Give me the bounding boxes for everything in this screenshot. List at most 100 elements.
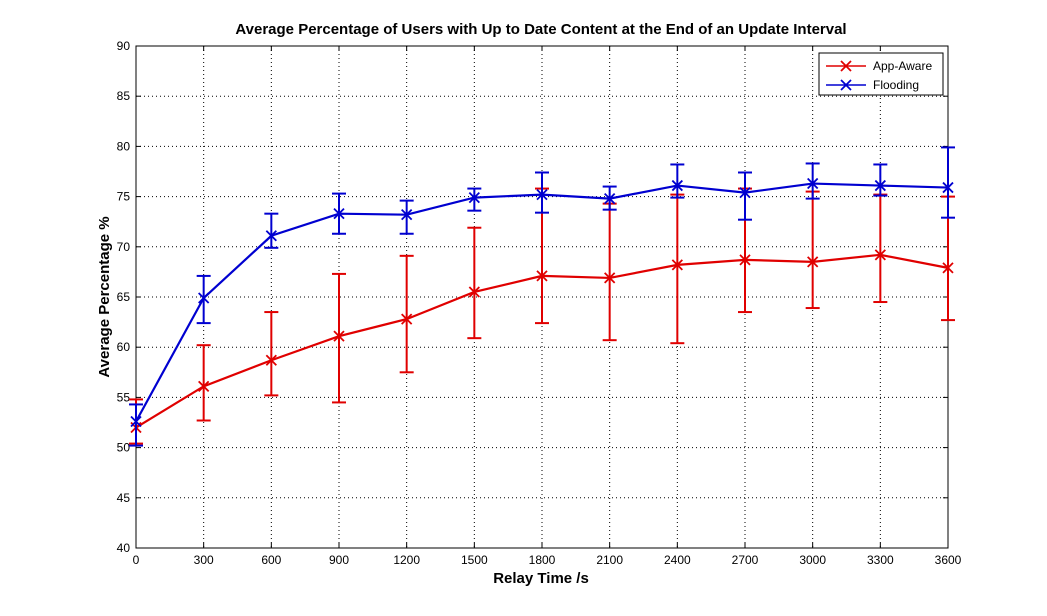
- data-point: [333, 330, 345, 342]
- x-tick-label: 900: [329, 553, 349, 567]
- marker-stroke: [198, 380, 210, 392]
- data-point: [604, 272, 616, 284]
- error-bar: [602, 202, 617, 342]
- data-point: [739, 254, 751, 266]
- series-flooding: [129, 146, 955, 447]
- marker-stroke: [468, 286, 480, 298]
- x-tick-label: 3000: [799, 553, 826, 567]
- marker-stroke: [942, 262, 954, 274]
- legend-entry: Flooding: [826, 78, 919, 92]
- marker-stroke: [333, 208, 345, 220]
- error-bar: [873, 193, 888, 304]
- series-group: [129, 146, 955, 447]
- data-point: [874, 249, 886, 261]
- y-tick-label: 50: [117, 441, 131, 455]
- marker-stroke: [265, 230, 277, 242]
- data-point: [807, 256, 819, 268]
- x-tick-label: 2100: [596, 553, 623, 567]
- marker-stroke: [265, 354, 277, 366]
- x-tick-label: 2400: [664, 553, 691, 567]
- x-tick-label: 300: [194, 553, 214, 567]
- error-bar: [264, 311, 279, 397]
- error-bar: [941, 146, 955, 219]
- x-axis-label: Relay Time /s: [493, 570, 589, 587]
- data-point: [265, 354, 277, 366]
- x-tick-label: 1800: [529, 553, 556, 567]
- error-bar: [196, 344, 211, 422]
- marker-stroke: [604, 272, 616, 284]
- data-point: [130, 415, 142, 428]
- data-point: [874, 179, 886, 192]
- y-tick-label: 80: [117, 139, 131, 153]
- error-bar: [670, 163, 685, 199]
- marker-stroke: [807, 256, 819, 268]
- marker-stroke: [874, 179, 886, 192]
- error-bar: [873, 163, 888, 197]
- marker-stroke: [671, 179, 683, 192]
- y-tick-label: 55: [117, 390, 131, 404]
- axis-ticks: 0 300 600 900 1200 1500 1800 2100 2400 2700 3000 33…: [117, 39, 962, 567]
- data-point: [942, 262, 954, 274]
- marker-stroke: [739, 254, 751, 266]
- y-axis-label: Average Percentage %: [96, 216, 113, 377]
- x-tick-label: 1500: [461, 553, 488, 567]
- marker-stroke: [807, 177, 819, 190]
- x-tick-label: 3600: [935, 553, 962, 567]
- data-point: [604, 192, 616, 205]
- marker-stroke: [604, 192, 616, 205]
- y-tick-label: 40: [117, 541, 131, 555]
- y-tick-label: 75: [117, 190, 131, 204]
- data-point: [671, 179, 683, 192]
- data-point: [401, 209, 413, 221]
- error-bar: [129, 403, 143, 447]
- marker-stroke: [536, 188, 548, 201]
- error-bar: [332, 272, 346, 404]
- marker-stroke: [198, 292, 210, 304]
- y-tick-label: 65: [117, 290, 131, 304]
- legend-marker: [840, 79, 852, 91]
- data-point: [265, 230, 277, 242]
- data-point: [401, 313, 413, 325]
- marker-stroke: [874, 249, 886, 261]
- legend-marker: [840, 60, 852, 72]
- data-point: [942, 181, 954, 194]
- marker-stroke: [536, 270, 548, 282]
- x-tick-label: 600: [261, 553, 281, 567]
- error-bar: [805, 190, 820, 310]
- x-tick-label: 3300: [867, 553, 894, 567]
- marker-stroke: [739, 186, 751, 199]
- data-point: [671, 259, 683, 271]
- marker-stroke: [401, 313, 413, 325]
- chart-title: Average Percentage of Users with Up to D…: [235, 21, 846, 38]
- data-point: [198, 380, 210, 392]
- x-tick-label: 1200: [393, 553, 420, 567]
- x-tick-label: 0: [133, 553, 140, 567]
- data-point: [468, 191, 480, 204]
- error-bar: [399, 254, 414, 374]
- marker-stroke: [942, 181, 954, 194]
- error-bar: [467, 187, 482, 212]
- marker-stroke: [840, 79, 852, 91]
- x-tick-label: 2700: [732, 553, 759, 567]
- legend-label: App-Aware: [873, 59, 932, 73]
- y-tick-label: 85: [117, 89, 131, 103]
- marker-stroke: [130, 415, 142, 428]
- y-tick-label: 45: [117, 491, 131, 505]
- error-bar: [264, 212, 279, 249]
- data-point: [536, 188, 548, 201]
- data-point: [807, 177, 819, 190]
- series-app-aware: [129, 187, 955, 445]
- legend-box: [818, 52, 944, 96]
- legend-label: Flooding: [873, 78, 919, 92]
- marker-stroke: [333, 330, 345, 342]
- marker-stroke: [401, 209, 413, 221]
- error-bar: [535, 171, 549, 214]
- error-bar: [467, 226, 482, 340]
- marker-stroke: [840, 60, 852, 72]
- legend: App-Aware Flooding: [818, 52, 944, 96]
- error-bar: [805, 162, 820, 200]
- y-tick-label: 70: [117, 240, 131, 254]
- marker-stroke: [671, 259, 683, 271]
- data-point: [739, 186, 751, 199]
- marker-stroke: [468, 191, 480, 204]
